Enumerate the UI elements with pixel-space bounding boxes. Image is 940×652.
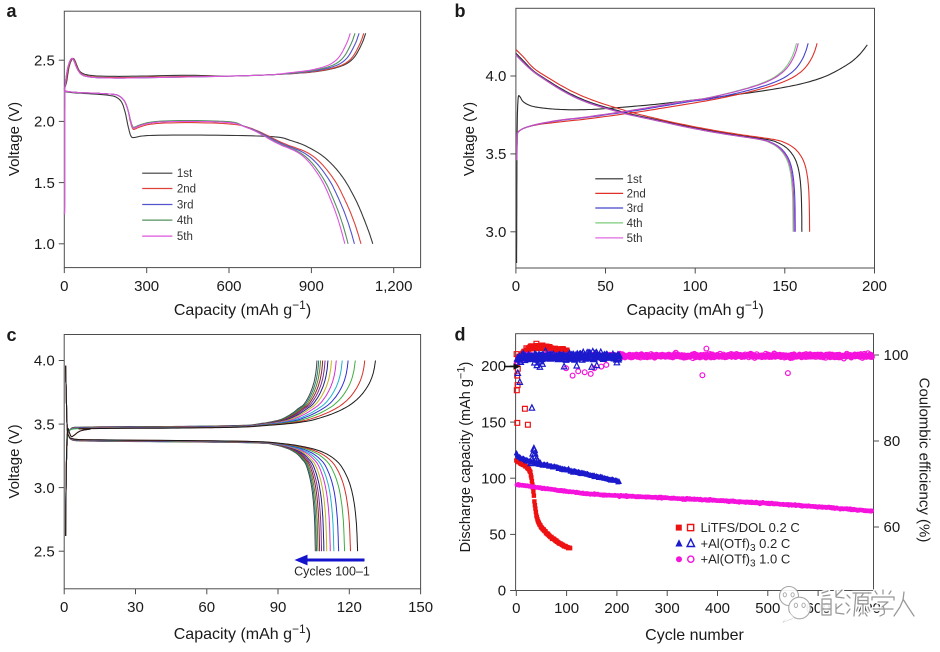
svg-text:150: 150 [772,278,797,295]
svg-text:1st: 1st [627,174,643,186]
svg-text:0: 0 [512,600,520,617]
svg-text:1st: 1st [177,168,193,180]
svg-text:2nd: 2nd [177,184,196,196]
svg-text:4th: 4th [627,218,643,230]
svg-text:90: 90 [270,599,287,616]
svg-text:Coulombic efficiency (%): Coulombic efficiency (%) [916,378,933,543]
svg-text:60: 60 [884,519,901,536]
svg-text:1,200: 1,200 [375,278,413,295]
svg-text:Voltage (V): Voltage (V) [6,424,23,498]
svg-text:5th: 5th [177,231,193,243]
svg-text:3.0: 3.0 [486,224,507,241]
svg-text:Cycles 100–1: Cycles 100–1 [294,565,370,579]
svg-text:1.5: 1.5 [34,175,55,192]
svg-text:Voltage (V): Voltage (V) [6,102,23,176]
svg-text:3.5: 3.5 [486,146,507,163]
svg-text:50: 50 [489,527,506,544]
svg-text:b: b [455,1,466,21]
svg-text:+Al(OTf)3 0.2 C: +Al(OTf)3 0.2 C [701,536,791,554]
svg-text:150: 150 [408,599,433,616]
svg-text:4.0: 4.0 [34,353,55,370]
svg-text:60: 60 [198,599,215,616]
svg-text:a: a [7,1,18,21]
svg-text:100: 100 [884,347,909,364]
svg-text:30: 30 [127,599,144,616]
svg-text:200: 200 [604,600,629,617]
svg-text:2.5: 2.5 [34,52,55,69]
svg-text:100: 100 [481,470,506,487]
svg-text:Cycle number: Cycle number [645,627,744,644]
svg-text:100: 100 [683,278,708,295]
svg-text:3.0: 3.0 [34,480,55,497]
svg-text:400: 400 [705,600,730,617]
svg-text:500: 500 [755,600,780,617]
svg-text:c: c [7,325,17,345]
svg-text:2nd: 2nd [627,188,646,200]
svg-text:200: 200 [481,358,506,375]
svg-text:900: 900 [299,278,324,295]
svg-text:2.5: 2.5 [34,543,55,560]
svg-text:300: 300 [134,278,159,295]
svg-text:d: d [455,325,466,345]
svg-text:0: 0 [60,599,68,616]
svg-text:1.0: 1.0 [34,236,55,253]
svg-text:Capacity (mAh g−1): Capacity (mAh g−1) [174,298,311,319]
svg-text:+Al(OTf)3 1.0 C: +Al(OTf)3 1.0 C [701,552,791,570]
svg-text:80: 80 [884,433,901,450]
svg-text:Capacity (mAh g−1): Capacity (mAh g−1) [174,622,311,643]
svg-text:120: 120 [337,599,362,616]
svg-text:150: 150 [481,414,506,431]
svg-text:2.0: 2.0 [34,114,55,131]
svg-text:3rd: 3rd [177,200,194,212]
svg-text:0: 0 [498,583,506,600]
svg-text:600: 600 [216,278,241,295]
svg-text:4th: 4th [177,215,193,227]
svg-text:4.0: 4.0 [486,68,507,85]
svg-text:0: 0 [512,278,520,295]
svg-text:100: 100 [554,600,579,617]
svg-text:200: 200 [862,278,887,295]
svg-text:LiTFS/DOL 0.2 C: LiTFS/DOL 0.2 C [701,520,800,535]
svg-text:Discharge capacity (mAh g−1): Discharge capacity (mAh g−1) [456,362,475,553]
svg-text:50: 50 [597,278,614,295]
svg-text:Capacity (mAh g−1): Capacity (mAh g−1) [627,298,764,319]
svg-text:5th: 5th [627,233,643,245]
svg-text:Voltage (V): Voltage (V) [461,102,478,176]
svg-text:0: 0 [60,278,68,295]
svg-text:3rd: 3rd [627,203,644,215]
svg-text:300: 300 [655,600,680,617]
svg-text:3.5: 3.5 [34,416,55,433]
